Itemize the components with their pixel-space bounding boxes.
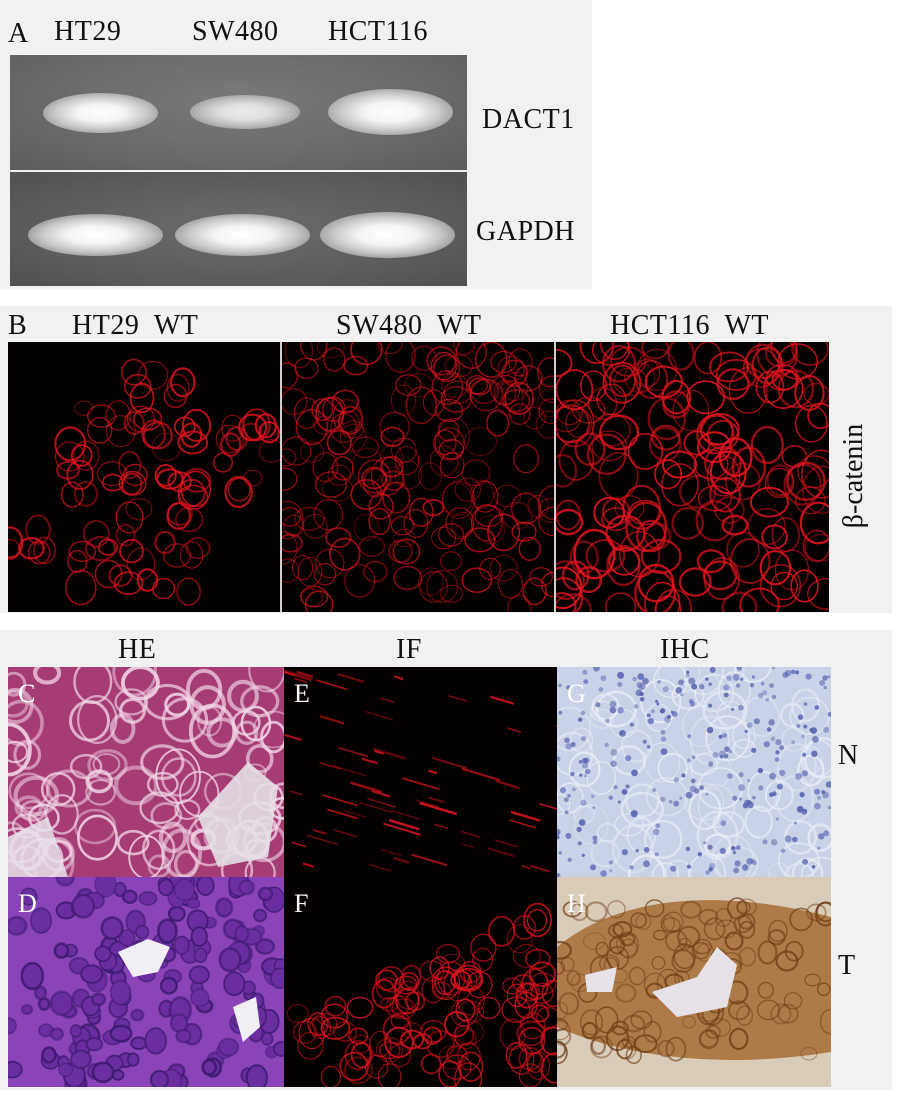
- row-label-normal: N: [838, 740, 859, 771]
- panel-b-letter: B: [8, 310, 27, 341]
- tile-d-he-tumor: D: [8, 877, 284, 1087]
- if-image-hct116: [556, 342, 829, 612]
- band-dact1-ht29: [43, 93, 158, 133]
- tile-letter-h: H: [567, 889, 586, 918]
- band-dact1-sw480: [190, 95, 300, 129]
- if-image-ht29: [8, 342, 280, 612]
- column-header-ihc: IHC: [660, 634, 710, 665]
- image-divider: [280, 342, 282, 612]
- panel-a-letter: A: [8, 18, 29, 49]
- lane-label-ht29: HT29: [54, 16, 122, 47]
- band-gapdh-sw480: [175, 214, 310, 256]
- texture: [556, 342, 829, 612]
- band-gapdh-ht29: [28, 214, 163, 256]
- texture: [8, 877, 284, 1087]
- row-label-tumor: T: [838, 950, 856, 981]
- column-label-hct116-wt: HCT116 WT: [610, 310, 769, 341]
- tile-letter-c: C: [18, 679, 36, 708]
- column-label-sw480-wt: SW480 WT: [336, 310, 482, 341]
- tile-h-ihc-tumor: H: [557, 877, 831, 1087]
- column-header-if: IF: [396, 634, 422, 665]
- tile-f-if-tumor: F: [284, 877, 557, 1087]
- tile-e-if-normal: E: [284, 667, 557, 877]
- tile-letter-g: G: [567, 679, 586, 708]
- gel-gapdh: [10, 172, 467, 286]
- if-image-sw480: [282, 342, 554, 612]
- texture: [54, 358, 212, 606]
- tile-letter-e: E: [294, 679, 310, 708]
- texture: [282, 342, 554, 612]
- row-label-dact1: DACT1: [482, 104, 575, 135]
- lane-label-sw480: SW480: [192, 16, 279, 47]
- image-divider: [554, 342, 556, 612]
- gel-dact1: [10, 55, 467, 170]
- tile-letter-d: D: [18, 889, 37, 918]
- lane-label-hct116: HCT116: [328, 16, 428, 47]
- tile-letter-f: F: [294, 889, 309, 918]
- band-gapdh-hct116: [320, 212, 455, 258]
- marker-label-beta-catenin: β-catenin: [838, 423, 869, 529]
- texture: [212, 408, 280, 508]
- row-label-gapdh: GAPDH: [476, 216, 575, 247]
- column-header-he: HE: [118, 634, 157, 665]
- tile-g-ihc-normal: G: [557, 667, 831, 877]
- tile-c-he-normal: C: [8, 667, 284, 877]
- column-label-ht29-wt: HT29 WT: [72, 310, 199, 341]
- texture: [286, 902, 557, 1087]
- texture: [8, 514, 57, 565]
- band-dact1-hct116: [328, 89, 453, 135]
